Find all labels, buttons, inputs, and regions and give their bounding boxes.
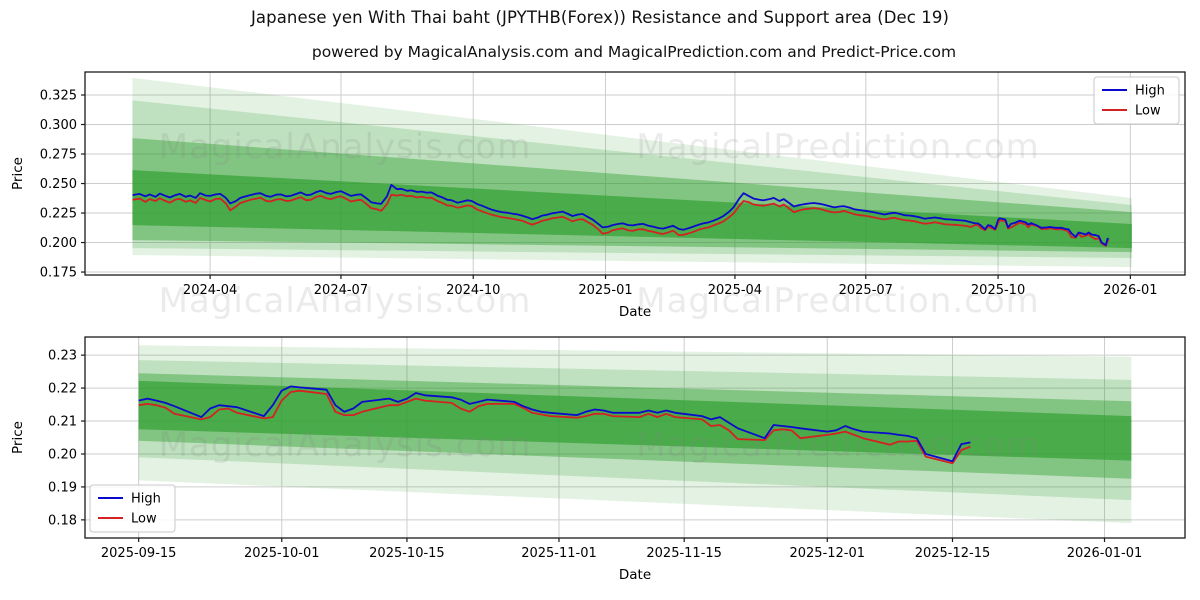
x-tick-label: 2025-10-01 bbox=[244, 546, 320, 561]
forecast-band bbox=[132, 170, 1132, 249]
x-tick-label: 2025-10-15 bbox=[369, 546, 445, 561]
legend-label-low: Low bbox=[1135, 104, 1161, 119]
watermark-left: MagicalAnalysis.com bbox=[159, 425, 532, 465]
price-chart-top: MagicalAnalysis.com MagicalPrediction.com… bbox=[10, 71, 1186, 321]
forecast-band bbox=[138, 380, 1132, 461]
legend: High Low bbox=[1093, 76, 1180, 125]
x-tick-label: 2025-01 bbox=[578, 283, 632, 298]
y-tick-label: 0.300 bbox=[40, 118, 77, 133]
x-tick-label: 2024-10 bbox=[446, 283, 500, 298]
x-tick-label: 2026-01 bbox=[1103, 283, 1157, 298]
y-tick-label: 0.21 bbox=[48, 415, 77, 430]
x-tick-label: 2025-12-15 bbox=[915, 546, 991, 561]
plot-border bbox=[84, 71, 1186, 276]
x-tick-label: 2025-10 bbox=[971, 283, 1025, 298]
low-line bbox=[138, 389, 971, 465]
y-tick-label: 0.275 bbox=[40, 148, 77, 163]
high-line bbox=[138, 385, 971, 463]
axes: 2025-09-15 2025-10-01 2025-10-15 2025-11-01… bbox=[10, 349, 1142, 583]
x-axis-label: Date bbox=[619, 304, 651, 320]
y-tick-label: 0.22 bbox=[48, 382, 77, 397]
y-tick-label: 0.18 bbox=[48, 513, 77, 528]
plot-border bbox=[84, 336, 1186, 539]
watermark-left: MagicalAnalysis.com bbox=[159, 127, 532, 167]
x-tick-label: 2024-07 bbox=[314, 283, 368, 298]
x-tick-label: 2025-04 bbox=[708, 283, 762, 298]
figure-subtitle: powered by MagicalAnalysis.com and Magic… bbox=[311, 43, 957, 61]
legend-box bbox=[1093, 76, 1180, 125]
legend: High Low bbox=[89, 484, 176, 533]
support-resistance-bands bbox=[138, 345, 1132, 524]
watermark-right: MagicalPrediction.com bbox=[636, 425, 1040, 465]
legend-label-low: Low bbox=[131, 512, 157, 527]
x-tick-label: 2025-11-01 bbox=[521, 546, 597, 561]
legend-box bbox=[89, 484, 176, 533]
x-tick-label: 2025-09-15 bbox=[101, 546, 177, 561]
high-line bbox=[132, 184, 1110, 246]
x-tick-label: 2025-07 bbox=[839, 283, 893, 298]
y-tick-label: 0.325 bbox=[40, 89, 77, 104]
x-tick-label: 2024-04 bbox=[183, 283, 237, 298]
y-tick-label: 0.20 bbox=[48, 447, 77, 462]
x-tick-label: 2026-01-01 bbox=[1067, 546, 1143, 561]
watermark-left: MagicalAnalysis.com bbox=[159, 281, 532, 321]
y-tick-label: 0.250 bbox=[40, 177, 77, 192]
watermark-right: MagicalPrediction.com bbox=[636, 127, 1040, 167]
x-tick-label: 2025-12-01 bbox=[789, 546, 865, 561]
y-axis-label: Price bbox=[10, 421, 26, 454]
axes: 2024-04 2024-07 2024-10 2025-01 2025-04 2025-… bbox=[10, 89, 1158, 320]
y-tick-label: 0.225 bbox=[40, 207, 77, 222]
x-tick-label: 2025-11-15 bbox=[646, 546, 722, 561]
y-axis-label: Price bbox=[10, 157, 26, 190]
legend-label-high: High bbox=[1135, 84, 1165, 99]
y-tick-label: 0.175 bbox=[40, 266, 77, 281]
x-axis-label: Date bbox=[619, 567, 651, 583]
support-resistance-bands bbox=[132, 77, 1132, 268]
y-tick-label: 0.19 bbox=[48, 480, 77, 495]
figure-title: Japanese yen With Thai baht (JPYTHB(Fore… bbox=[250, 8, 950, 27]
legend-label-high: High bbox=[131, 492, 161, 507]
y-tick-label: 0.200 bbox=[40, 236, 77, 251]
watermark-right: MagicalPrediction.com bbox=[636, 281, 1040, 321]
price-chart-bottom: MagicalAnalysis.com MagicalPrediction.com… bbox=[10, 336, 1186, 583]
y-tick-label: 0.23 bbox=[48, 349, 77, 364]
